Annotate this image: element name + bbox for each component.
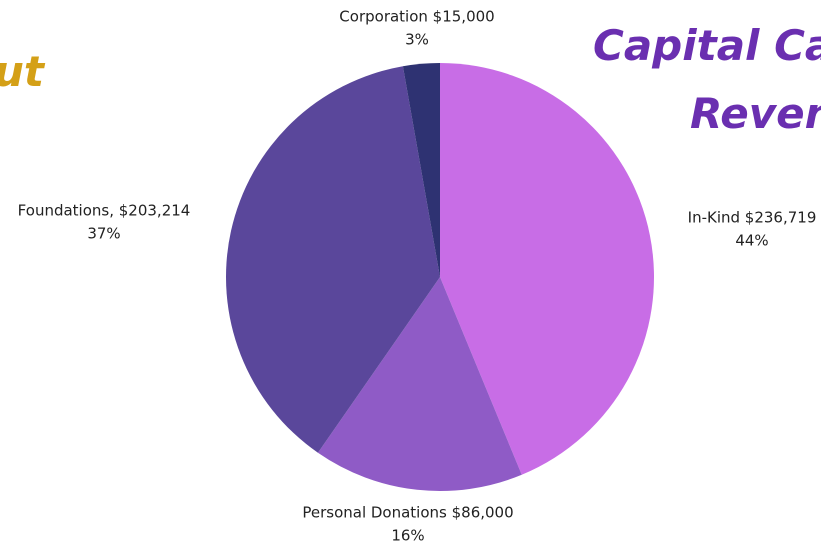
slice-label: Corporation $15,000: [339, 8, 494, 26]
slice-percent: 44%: [735, 232, 768, 250]
slice-percent: 37%: [87, 225, 120, 243]
heading-fragment: Reven: [690, 89, 821, 138]
slice-percent: 3%: [405, 31, 429, 49]
slice-label: Personal Donations $86,000: [302, 504, 513, 522]
pie-slice: [440, 63, 654, 475]
pie-slice: [225, 66, 440, 453]
slice-percent: 16%: [391, 527, 424, 545]
pie-slice: [402, 63, 440, 277]
pie-slice: [317, 277, 522, 491]
heading-fragment: Capital Ca: [593, 21, 821, 70]
heading-fragment: ut: [0, 47, 46, 96]
slice-label: Foundations, $203,214: [18, 202, 191, 220]
slice-label: In-Kind $236,719: [688, 209, 817, 227]
